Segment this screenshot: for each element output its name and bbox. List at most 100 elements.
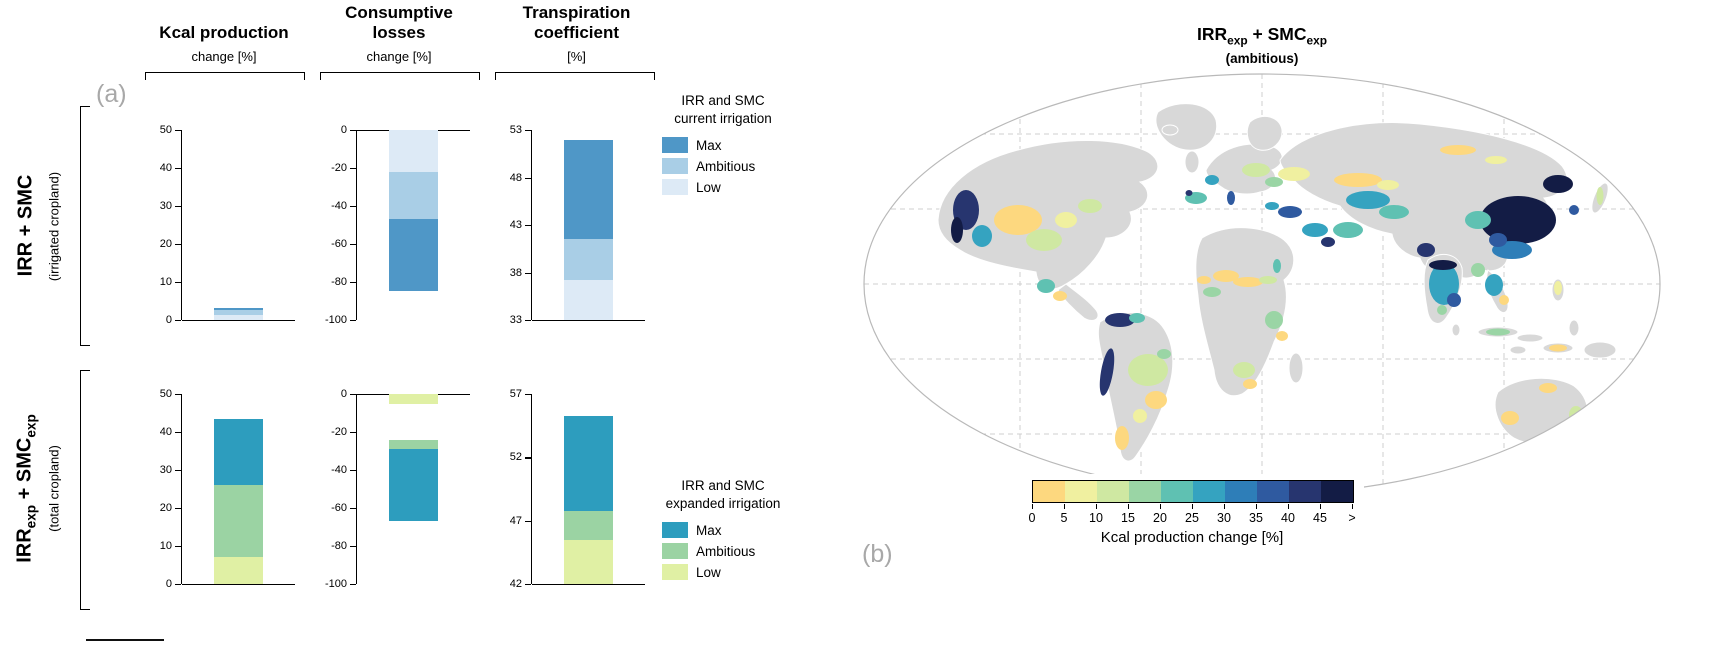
legend-swatch-max [662,137,688,154]
y-axis-tick [175,206,181,208]
y-axis-tick-label: 0 [165,578,172,590]
world-map [863,73,1661,495]
y-axis-tick-label: -20 [331,162,347,174]
row-label-irrexp-smcexp: IRRexp + SMCexp [14,369,39,609]
colorbar-tick-label: 30 [1217,511,1231,525]
y-axis-tick-label: 10 [159,276,172,288]
column-title: Consumptive losses [345,2,453,42]
legend-label: Max [696,137,722,153]
legend-label: Max [696,522,722,538]
y-axis-tick [350,206,356,208]
y-axis-tick-label: -80 [331,540,347,552]
column-header-consumptive: Consumptive losses change [%] [314,2,484,64]
y-axis-tick [175,244,181,246]
legend-swatch-low [662,179,688,196]
colorbar-tick [1256,504,1257,509]
colorbar-cell [1065,481,1097,502]
map-title-part: + SMC [1247,24,1307,44]
legend-label: Low [696,564,721,580]
y-axis-tick [175,320,181,322]
colorbar-caption: Kcal production change [%] [1100,529,1284,546]
y-axis-tick-label: 47 [509,514,522,527]
colorbar-tick [1128,504,1129,509]
y-axis-tick [175,432,181,434]
y-axis-tick [175,584,181,586]
row-bracket-current [80,106,90,346]
y-axis-tick-label: 0 [340,388,347,400]
colorbar-tick [1320,504,1321,509]
legend-title-line1: IRR and SMC [681,93,765,108]
colorbar-ticks: 0 5 10 15 20 25 30 35 40 45 > [1029,503,1356,527]
colorbar-tick-label: 15 [1121,511,1135,525]
colorbar-cell [1257,481,1289,502]
legend-item-max: Max [662,137,798,154]
y-axis-tick [350,168,356,170]
legend-expanded-irrigation: IRR and SMC expanded irrigation Max Ambi… [648,477,798,585]
y-axis-tick-label: 30 [159,464,172,476]
y-axis-tick-label: -40 [331,464,347,476]
y-axis-tick [175,508,181,510]
y-axis-tick [175,546,181,548]
bar-segment-ambitious [388,171,439,220]
map-title-line1: IRRexp + SMCexp [962,24,1562,48]
chart-baseline [532,584,645,586]
y-axis-tick-label: -100 [324,578,347,590]
column-title: Kcal production [159,22,289,42]
y-axis-line [356,394,358,584]
row-bracket-expanded [80,370,90,610]
y-axis-tick-label: 33 [509,314,522,326]
panel-b-label: (b) [862,540,893,568]
colorbar-tick [1160,504,1161,509]
colorbar-tick [1192,504,1193,509]
y-axis-tick [525,320,531,322]
map-title-subscript: exp [1306,33,1327,48]
colorbar-cell [1225,481,1257,502]
y-axis-tick [525,520,531,522]
colorbar-tick [1064,504,1065,509]
chart-baseline [182,320,295,322]
legend-item-low: Low [662,179,798,196]
colorbar-tick-label: > [1348,511,1356,525]
y-axis-tick-label: 40 [159,162,172,174]
bar-segment-ambitious [213,309,264,315]
y-axis-tick [525,584,531,586]
colorbar-tick-label: 35 [1249,511,1263,525]
y-axis-tick [350,584,356,586]
bar-segment-max [563,415,614,511]
bar-segment-low [563,280,614,320]
colorbar-tick-label: 5 [1060,511,1068,525]
y-axis-tick-label: 10 [159,540,172,552]
y-axis-tick [350,320,356,322]
bar-segment-ambitious [388,439,439,450]
y-axis-tick-label: 42 [509,578,522,590]
chart-baseline [532,320,645,322]
y-axis-tick-label: -40 [331,200,347,212]
colorbar-tick [1224,504,1225,509]
bar-segment-low [388,394,439,404]
legend-title-line2: expanded irrigation [665,496,781,512]
legend-label: Ambitious [696,158,756,174]
y-axis-tick [525,130,531,132]
y-axis-tick [525,394,531,396]
colorbar-tick-label: 40 [1281,511,1295,525]
cropped-row-bracket-fragment [86,639,164,641]
colorbar-tick-label: 20 [1153,511,1167,525]
y-axis-tick-label: -80 [331,276,347,288]
y-axis-tick [350,244,356,246]
y-axis-tick [350,508,356,510]
bar-segment-ambitious [563,510,614,540]
bar-segment-ambitious [213,485,264,558]
y-axis-tick-label: 52 [509,451,522,464]
bar-segment-low [388,130,439,172]
bar-segment-max [213,307,264,310]
y-axis-tick [175,470,181,472]
bar-segment-ambitious [563,239,614,281]
y-axis-line [181,130,183,320]
y-axis-line [531,394,533,584]
y-axis-tick-label: 43 [509,219,522,231]
colorbar-tick [1096,504,1097,509]
y-axis-tick-label: -60 [331,238,347,250]
legend-swatch-max [662,522,688,539]
row-label-part: IRR [13,528,36,563]
colorbar-tick [1352,504,1353,509]
